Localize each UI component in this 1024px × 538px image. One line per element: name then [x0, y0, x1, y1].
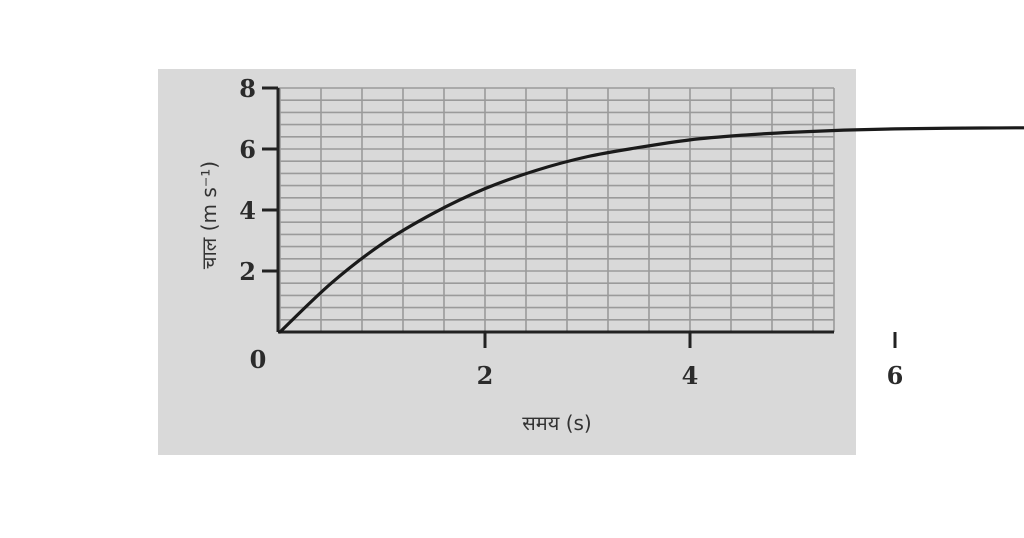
y-tick-label: 6: [239, 135, 256, 164]
speed-curve: [278, 126, 1024, 334]
x-tick-label: 0: [250, 345, 267, 374]
x-tick-label: 4: [682, 361, 699, 390]
y-tick-label: 8: [239, 74, 256, 103]
y-tick-label: 4: [239, 196, 256, 225]
tick-labels: 24680246810: [239, 74, 904, 390]
y-axis-label: चाल (m s⁻¹): [197, 161, 221, 269]
x-axis-label: समय (s): [522, 411, 591, 435]
axes: [262, 86, 897, 348]
y-tick-label: 2: [239, 257, 256, 286]
series-group: [278, 126, 1024, 334]
grid-lines: [278, 87, 835, 333]
x-tick-label: 2: [477, 361, 494, 390]
x-tick-label: 6: [887, 361, 904, 390]
chart-photo: [158, 69, 856, 455]
